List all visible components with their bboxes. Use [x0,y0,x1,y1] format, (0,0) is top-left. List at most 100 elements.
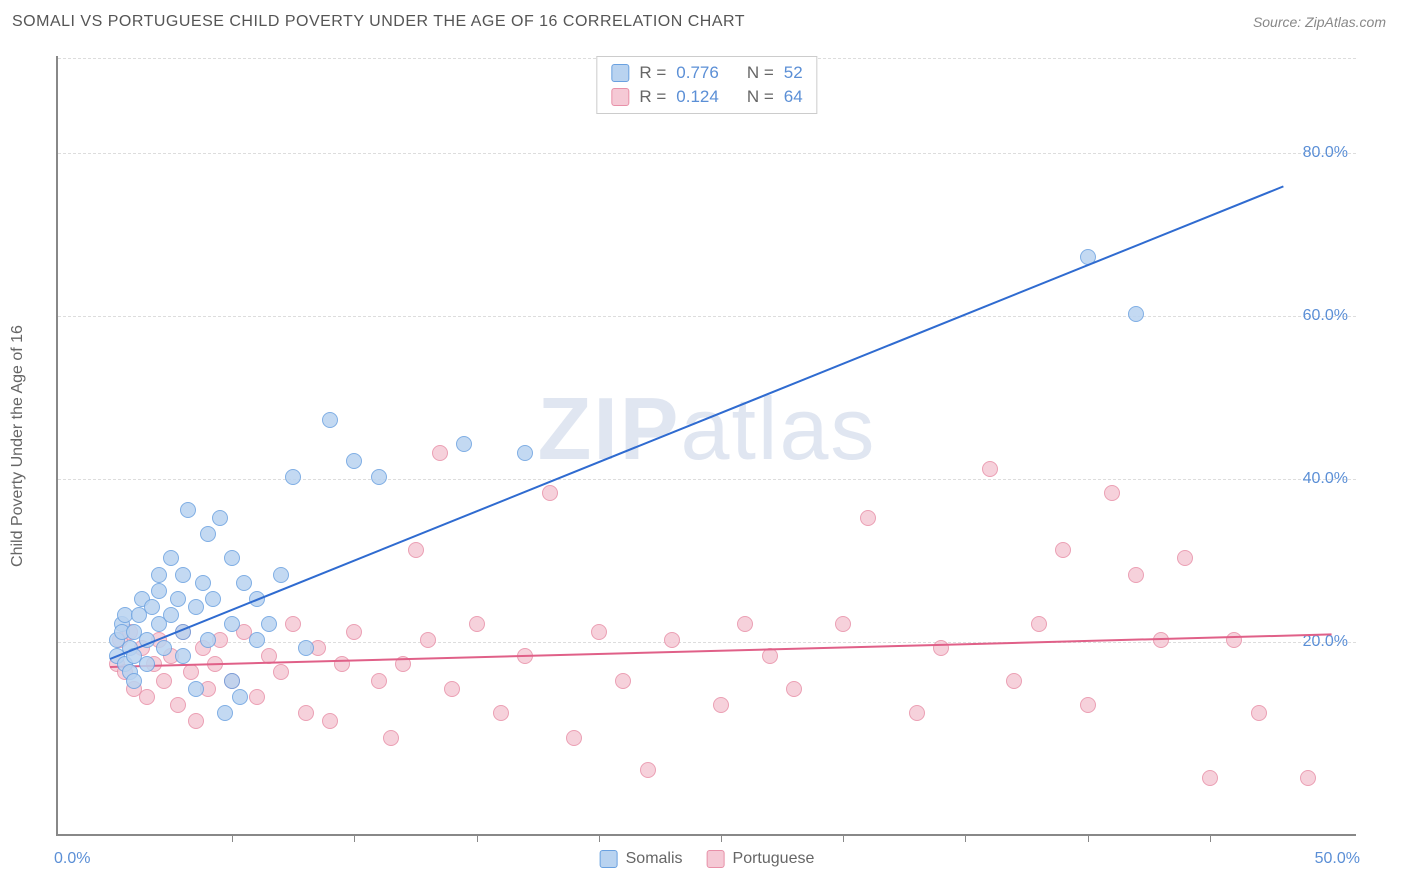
chart-plot-area: ZIPatlas R = 0.776 N = 52 R = 0.124 N = … [56,56,1356,836]
data-point-somali [273,567,289,583]
data-point-portuguese [640,762,656,778]
x-tick [477,834,478,842]
data-point-portuguese [737,616,753,632]
data-point-somali [322,412,338,428]
data-point-portuguese [1300,770,1316,786]
data-point-somali [188,681,204,697]
data-point-somali [249,632,265,648]
data-point-portuguese [444,681,460,697]
data-point-somali [151,583,167,599]
data-point-portuguese [909,705,925,721]
data-point-portuguese [322,713,338,729]
data-point-portuguese [566,730,582,746]
data-point-somali [200,526,216,542]
data-point-portuguese [1177,550,1193,566]
swatch-portuguese-icon [707,850,725,868]
data-point-somali [175,567,191,583]
data-point-portuguese [1080,697,1096,713]
data-point-portuguese [420,632,436,648]
data-point-somali [217,705,233,721]
data-point-somali [170,591,186,607]
data-point-somali [224,616,240,632]
data-point-somali [200,632,216,648]
data-point-portuguese [835,616,851,632]
correlation-legend: R = 0.776 N = 52 R = 0.124 N = 64 [596,56,817,114]
data-point-somali [139,656,155,672]
data-point-portuguese [591,624,607,640]
data-point-somali [151,567,167,583]
gridline [58,316,1356,317]
data-point-portuguese [432,445,448,461]
x-tick [965,834,966,842]
data-point-portuguese [249,689,265,705]
data-point-portuguese [170,697,186,713]
data-point-somali [188,599,204,615]
data-point-portuguese [298,705,314,721]
trendline-somali [110,186,1284,660]
chart-title: SOMALI VS PORTUGUESE CHILD POVERTY UNDER… [12,13,745,31]
data-point-somali [144,599,160,615]
data-point-somali [298,640,314,656]
data-point-somali [117,607,133,623]
data-point-portuguese [285,616,301,632]
data-point-portuguese [1055,542,1071,558]
y-axis-label: Child Poverty Under the Age of 16 [9,325,27,567]
x-tick-label: 50.0% [1315,850,1360,868]
data-point-portuguese [542,485,558,501]
y-tick-label: 80.0% [1303,144,1348,162]
x-tick [1088,834,1089,842]
data-point-portuguese [786,681,802,697]
data-point-portuguese [713,697,729,713]
data-point-somali [232,689,248,705]
data-point-portuguese [183,664,199,680]
gridline [58,479,1356,480]
data-point-portuguese [762,648,778,664]
legend-label-somali: Somalis [626,850,683,868]
data-point-somali [224,550,240,566]
swatch-portuguese-icon [611,88,629,106]
data-point-portuguese [1128,567,1144,583]
data-point-somali [175,648,191,664]
x-tick [599,834,600,842]
data-point-portuguese [469,616,485,632]
data-point-portuguese [982,461,998,477]
data-point-somali [156,640,172,656]
data-point-somali [163,607,179,623]
data-point-portuguese [346,624,362,640]
data-point-somali [285,469,301,485]
x-tick [354,834,355,842]
legend-item-somali: Somalis [600,850,683,868]
data-point-portuguese [615,673,631,689]
swatch-somali-icon [600,850,618,868]
data-point-portuguese [273,664,289,680]
data-point-portuguese [860,510,876,526]
data-point-somali [224,673,240,689]
data-point-portuguese [371,673,387,689]
data-point-somali [195,575,211,591]
swatch-somali-icon [611,64,629,82]
data-point-portuguese [1202,770,1218,786]
x-tick [232,834,233,842]
legend-item-portuguese: Portuguese [707,850,815,868]
data-point-portuguese [1104,485,1120,501]
legend-row-somali: R = 0.776 N = 52 [597,61,816,85]
data-point-somali [126,673,142,689]
legend-label-portuguese: Portuguese [733,850,815,868]
data-point-somali [371,469,387,485]
data-point-somali [205,591,221,607]
data-point-portuguese [1251,705,1267,721]
data-point-portuguese [664,632,680,648]
y-tick-label: 40.0% [1303,470,1348,488]
data-point-somali [180,502,196,518]
x-tick [843,834,844,842]
data-point-portuguese [1031,616,1047,632]
data-point-portuguese [1226,632,1242,648]
series-legend: Somalis Portuguese [600,850,815,868]
data-point-portuguese [493,705,509,721]
data-point-portuguese [408,542,424,558]
data-point-somali [163,550,179,566]
data-point-somali [261,616,277,632]
data-point-somali [517,445,533,461]
data-point-portuguese [139,689,155,705]
data-point-somali [456,436,472,452]
